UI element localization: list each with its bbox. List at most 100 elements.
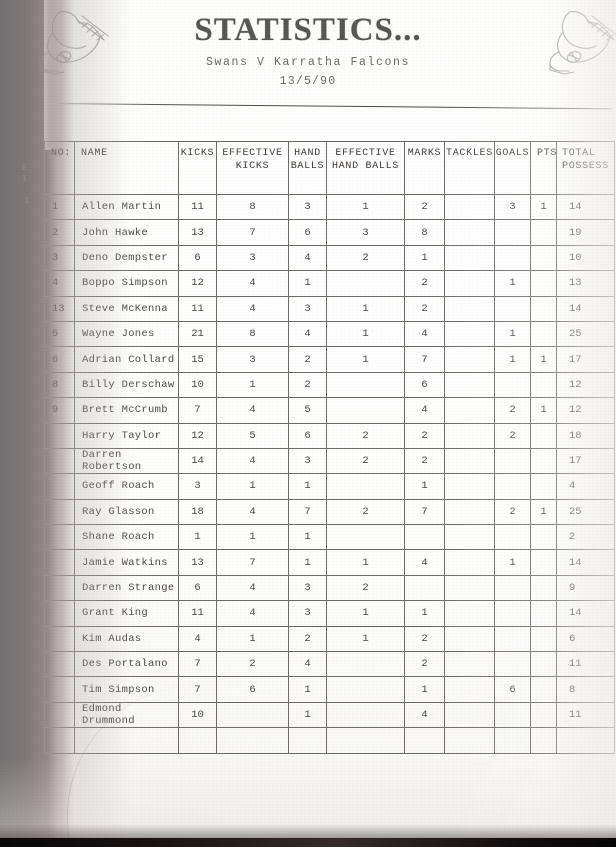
column-header-pts-label: PTS bbox=[537, 148, 558, 159]
cell-pts: 1 bbox=[530, 346, 557, 373]
cell-marks: 8 bbox=[404, 219, 445, 246]
column-header-tackles-label: TACKLES bbox=[446, 148, 493, 159]
cell-kicks: 18 bbox=[178, 498, 217, 526]
cell-total: 11 bbox=[556, 651, 615, 678]
cell-ek: 1 bbox=[216, 625, 289, 653]
column-header-total-line1: TOTAL bbox=[562, 148, 596, 159]
cell-kicks: 11 bbox=[178, 295, 217, 322]
table-header-row: NO: NAME KICKS EFFECTIVE KICKS HAND BALL… bbox=[44, 141, 615, 195]
cell-kicks: 6 bbox=[178, 574, 217, 602]
column-header-tackles: TACKLES bbox=[444, 141, 495, 195]
cell-tackles bbox=[444, 320, 495, 348]
cell-ehb: 3 bbox=[326, 219, 405, 246]
column-header-pts: PTS bbox=[530, 141, 558, 195]
cell-kicks: 14 bbox=[178, 447, 217, 475]
cell-goals: 2 bbox=[494, 397, 531, 424]
cell-marks: 1 bbox=[404, 473, 445, 500]
cell-marks: 7 bbox=[404, 346, 445, 373]
cell-pts bbox=[530, 473, 557, 500]
cell-hb: 6 bbox=[288, 219, 327, 246]
cell-tackles bbox=[444, 193, 495, 221]
cell-no bbox=[44, 600, 75, 627]
statistics-table: NO: NAME KICKS EFFECTIVE KICKS HAND BALL… bbox=[44, 141, 615, 754]
table-row: Darren Robertson 14 4 3 2 2 17 bbox=[44, 447, 615, 475]
cell-ehb: 1 bbox=[326, 625, 405, 653]
column-header-goals: GOALS bbox=[494, 141, 531, 195]
cell-ehb: 2 bbox=[326, 422, 405, 449]
cell-marks: 7 bbox=[404, 498, 445, 526]
cell-hb: 3 bbox=[288, 574, 327, 602]
cell-name: Steve McKenna bbox=[74, 295, 179, 322]
cell-total: 25 bbox=[556, 320, 615, 348]
cell-ek: 8 bbox=[216, 320, 289, 348]
cell-goals: 1 bbox=[494, 320, 531, 348]
cell-ek bbox=[216, 727, 289, 754]
cell-goals: 2 bbox=[494, 498, 531, 526]
cell-hb: 3 bbox=[288, 193, 327, 221]
table-row: 1 Allen Martin 11 8 3 1 2 3 1 14 bbox=[44, 193, 615, 221]
cell-name: Brett McCrumb bbox=[74, 397, 179, 424]
cell-tackles bbox=[444, 219, 495, 246]
table-row: Des Portalano 7 2 4 2 11 bbox=[44, 651, 615, 678]
cell-marks: 4 bbox=[404, 320, 445, 348]
table-row: Jamie Watkins 13 7 1 1 4 1 14 bbox=[44, 549, 615, 576]
cell-kicks: 13 bbox=[178, 219, 217, 246]
cell-ek: 8 bbox=[216, 193, 289, 221]
cell-total: 17 bbox=[556, 447, 615, 475]
gutter-mark-1: E bbox=[22, 164, 28, 173]
cell-ehb bbox=[326, 524, 405, 551]
cell-tackles bbox=[444, 651, 495, 678]
cell-goals: 1 bbox=[494, 270, 531, 297]
cell-kicks: 11 bbox=[178, 600, 217, 627]
cell-tackles bbox=[444, 498, 495, 526]
cell-hb: 1 bbox=[288, 701, 327, 729]
cell-hb: 1 bbox=[288, 676, 327, 703]
column-header-total-line2: POSSESS bbox=[562, 160, 609, 172]
column-header-kicks-label: KICKS bbox=[180, 148, 215, 159]
cell-no: 4 bbox=[44, 270, 75, 297]
cell-hb: 4 bbox=[288, 320, 327, 348]
cell-tackles bbox=[444, 397, 495, 424]
cell-ehb: 1 bbox=[326, 193, 405, 221]
column-header-marks-label: MARKS bbox=[407, 148, 442, 159]
table-row: 4 Boppo Simpson 12 4 1 2 1 13 bbox=[44, 270, 615, 297]
table-row: Ray Glasson 18 4 7 2 7 2 1 25 bbox=[44, 498, 615, 526]
cell-total: 6 bbox=[556, 625, 615, 653]
cell-goals bbox=[494, 244, 531, 272]
cell-marks: 1 bbox=[404, 676, 445, 703]
cell-goals: 3 bbox=[494, 193, 531, 221]
cell-goals bbox=[494, 600, 531, 627]
cell-name: Shane Roach bbox=[74, 524, 179, 551]
cell-ehb bbox=[326, 371, 405, 399]
column-header-effective-hand-balls: EFFECTIVE HAND BALLS bbox=[326, 141, 405, 195]
cell-marks: 6 bbox=[404, 371, 445, 399]
cell-name: Darren Strange bbox=[74, 574, 179, 602]
cell-pts bbox=[530, 422, 557, 449]
cell-ek: 2 bbox=[216, 651, 289, 678]
column-header-total-possess: TOTAL POSSESS bbox=[556, 141, 615, 195]
cell-tackles bbox=[444, 371, 495, 399]
cell-ehb bbox=[326, 473, 405, 500]
table-row: 3 Deno Dempster 6 3 4 2 1 10 bbox=[44, 244, 615, 272]
gutter-mark-2: I bbox=[22, 175, 28, 184]
cell-no: 8 bbox=[44, 371, 75, 399]
cell-pts: 1 bbox=[530, 498, 557, 526]
cell-pts bbox=[530, 727, 557, 754]
cell-ehb: 2 bbox=[326, 574, 405, 602]
cell-marks: 1 bbox=[404, 600, 445, 627]
table-row: 8 Billy Derschaw 10 1 2 6 12 bbox=[44, 371, 615, 399]
cell-total: 14 bbox=[556, 193, 615, 221]
table-row: 6 Adrian Collard 15 3 2 1 7 1 1 17 bbox=[44, 346, 615, 373]
column-header-goals-label: GOALS bbox=[495, 148, 530, 159]
cell-kicks: 7 bbox=[178, 651, 217, 678]
cell-goals bbox=[494, 371, 531, 399]
cell-ek: 4 bbox=[216, 270, 289, 297]
cell-hb: 3 bbox=[288, 295, 327, 322]
table-row: Kim Audas 4 1 2 1 2 6 bbox=[44, 625, 615, 653]
cell-goals: 2 bbox=[494, 422, 531, 449]
cell-hb: 1 bbox=[288, 270, 327, 297]
cell-goals bbox=[494, 625, 531, 653]
cell-pts bbox=[530, 651, 557, 678]
cell-hb: 3 bbox=[288, 600, 327, 627]
